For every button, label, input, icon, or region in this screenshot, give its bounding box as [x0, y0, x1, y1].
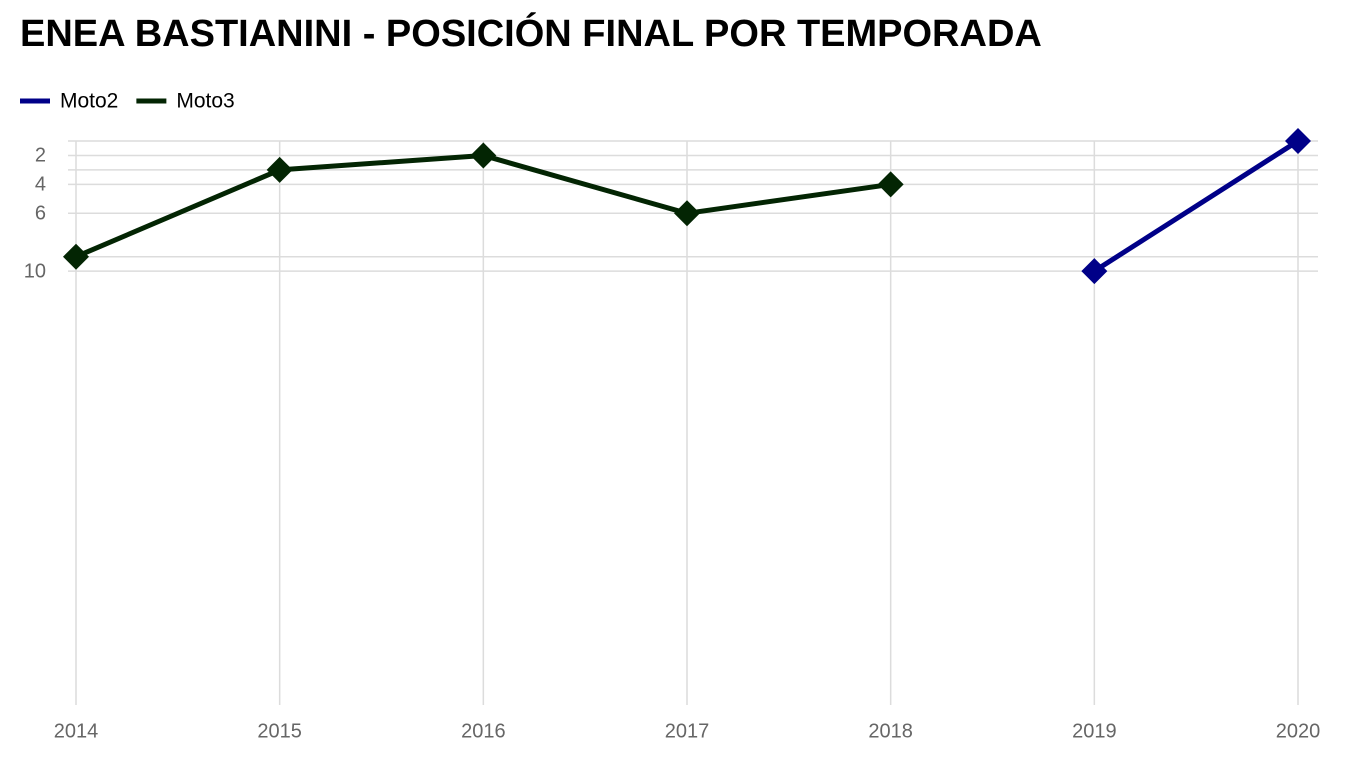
point-marker: [877, 171, 904, 198]
y-tick-label: 10: [24, 260, 46, 282]
y-tick-label: 2: [35, 145, 46, 167]
x-tick-label: 2019: [1072, 720, 1117, 742]
x-tick-label: 2014: [54, 720, 99, 742]
y-tick-label: 6: [35, 203, 46, 225]
chart-title: ENEA BASTIANINI - POSICIÓN FINAL POR TEM…: [20, 11, 1042, 55]
legend-label: Moto3: [176, 90, 234, 113]
point-marker: [63, 243, 89, 270]
point-marker: [470, 142, 497, 169]
x-tick-label: 2020: [1276, 720, 1321, 742]
x-tick-label: 2018: [868, 720, 913, 742]
point-marker: [266, 156, 293, 183]
point-marker: [1081, 258, 1108, 285]
series-line: [1092, 138, 1300, 274]
legend-label: Moto2: [60, 90, 118, 113]
x-tick-label: 2017: [665, 720, 710, 742]
point-marker: [1285, 128, 1311, 154]
point-marker: [674, 200, 700, 227]
x-tick-label: 2015: [257, 720, 302, 742]
y-tick-label: 4: [35, 174, 46, 196]
x-tick-label: 2016: [461, 720, 506, 742]
